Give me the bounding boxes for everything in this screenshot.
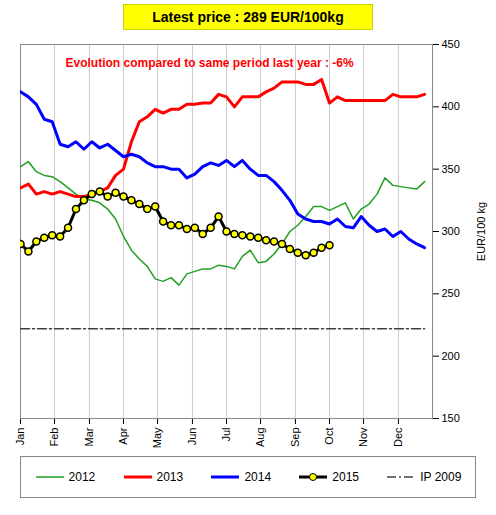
- svg-text:Oct: Oct: [323, 428, 335, 445]
- html-text:2012: 2012: [68, 470, 96, 484]
- svg-text:Dec: Dec: [392, 427, 404, 447]
- svg-text:Feb: Feb: [48, 428, 60, 447]
- svg-text:450: 450: [442, 38, 460, 50]
- svg-text:Jan: Jan: [14, 428, 26, 446]
- svg-text:Apr: Apr: [117, 427, 129, 444]
- html-text:Latest price : 289 EUR/100kg: Latest price : 289 EUR/100kg: [152, 9, 344, 25]
- svg-text:400: 400: [442, 100, 460, 112]
- svg-text:Aug: Aug: [254, 428, 266, 448]
- html-text:2013: 2013: [156, 470, 184, 484]
- html-text:2014: 2014: [244, 470, 272, 484]
- svg-text:Mar: Mar: [83, 427, 95, 446]
- svg-text:Nov: Nov: [357, 427, 369, 447]
- svg-text:EUR/100 kg: EUR/100 kg: [475, 202, 487, 261]
- svg-text:May: May: [151, 427, 163, 448]
- svg-text:300: 300: [442, 225, 460, 237]
- svg-text:Jun: Jun: [186, 428, 198, 446]
- html-text:2015: 2015: [332, 470, 359, 484]
- svg-text:Jul: Jul: [220, 428, 232, 442]
- svg-text:150: 150: [442, 412, 460, 424]
- svg-text:250: 250: [442, 287, 460, 299]
- svg-text:200: 200: [442, 350, 460, 362]
- svg-text:350: 350: [442, 163, 460, 175]
- svg-text:Sep: Sep: [289, 428, 301, 448]
- svg-text:Evolution compared to same per: Evolution compared to same period last y…: [66, 56, 354, 70]
- html-text:IP 2009: IP 2009: [420, 470, 462, 484]
